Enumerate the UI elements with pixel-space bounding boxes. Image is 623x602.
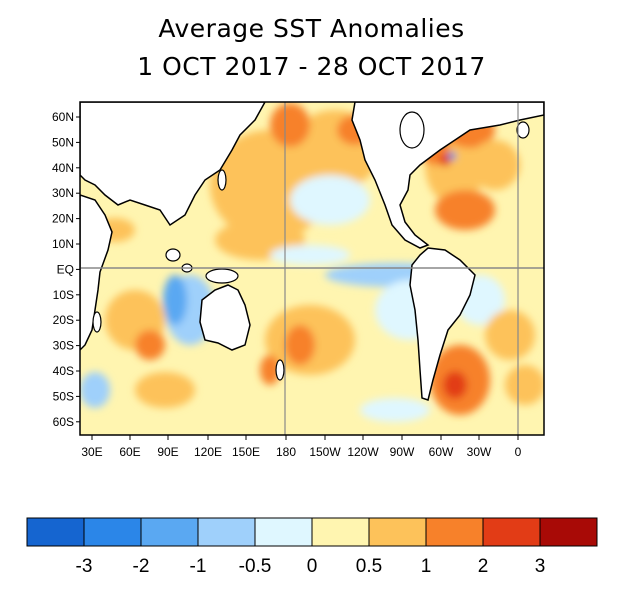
map-field [80, 102, 544, 435]
colorbar-box [26, 517, 85, 547]
colorbar-box [482, 517, 541, 547]
lon-label: 150W [309, 445, 341, 459]
lat-label: 30N [52, 186, 74, 200]
colorbar-label: 1 [421, 556, 432, 577]
lat-label: 40N [52, 161, 74, 175]
lat-label: 40S [53, 364, 74, 378]
latitude-labels: 60N 50N 40N 30N 20N 10N EQ 10S 20S 30S 40S 50S 60S [52, 110, 80, 429]
colorbar-boxes [26, 517, 598, 547]
lat-label: 60S [53, 415, 74, 429]
anomaly-field [80, 103, 544, 422]
lat-label: EQ [57, 262, 74, 276]
islands [92, 111, 530, 381]
continents [80, 102, 544, 401]
greenland [399, 111, 425, 149]
map-title: Average SST Anomalies [158, 14, 465, 43]
japan [217, 169, 227, 191]
colorbar-box [83, 517, 142, 547]
lon-label: 90W [390, 445, 415, 459]
colorbar-label: 0.5 [356, 556, 382, 577]
colorbar-box [539, 517, 598, 547]
lon-label: 150E [232, 445, 260, 459]
lon-label: 180 [276, 445, 296, 459]
map-subtitle-date-range: 1 OCT 2017 - 28 OCT 2017 [137, 52, 486, 81]
lat-label: 30S [53, 339, 74, 353]
colorbar-box [425, 517, 484, 547]
colorbar-labels: -3 -2 -1 -0.5 0 0.5 1 2 3 [76, 556, 546, 577]
colorbar-box [197, 517, 256, 547]
lon-label: 60E [119, 445, 140, 459]
lat-label: 10S [53, 288, 74, 302]
lat-label: 50N [52, 135, 74, 149]
borneo [165, 248, 181, 262]
colorbar-label: 3 [535, 556, 546, 577]
lon-label: 120W [347, 445, 379, 459]
australia [199, 284, 251, 351]
colorbar-label: -3 [76, 556, 93, 577]
colorbar-label: 0 [307, 556, 318, 577]
lon-label: 30W [467, 445, 492, 459]
lat-label: 20N [52, 212, 74, 226]
colorbar-box [368, 517, 427, 547]
longitude-labels: 30E 60E 90E 120E 150E 180 150W 120W 90W 60W 30W 0 [81, 435, 522, 459]
new-zealand [275, 359, 285, 381]
lat-label: 20S [53, 313, 74, 327]
lon-label: 30E [81, 445, 102, 459]
colorbar-label: -1 [190, 556, 207, 577]
south-america [409, 247, 476, 401]
lon-label: 90E [157, 445, 178, 459]
colorbar-label: -0.5 [239, 556, 272, 577]
africa [80, 194, 113, 352]
colorbar-box [311, 517, 370, 547]
new-guinea [205, 268, 239, 284]
colorbar-label: 2 [478, 556, 489, 577]
eurasia [80, 102, 266, 227]
madagascar [92, 311, 102, 333]
map-frame [79, 101, 545, 436]
lat-label: 60N [52, 110, 74, 124]
colorbar-label: -2 [133, 556, 150, 577]
lon-label: 60W [429, 445, 454, 459]
lat-label: 10N [52, 237, 74, 251]
british-isles [516, 121, 530, 139]
north-america [351, 102, 544, 249]
lon-label: 120E [194, 445, 222, 459]
colorbar-box [254, 517, 313, 547]
colorbar-box [140, 517, 199, 547]
lat-label: 50S [53, 389, 74, 403]
lon-label: 0 [515, 445, 522, 459]
